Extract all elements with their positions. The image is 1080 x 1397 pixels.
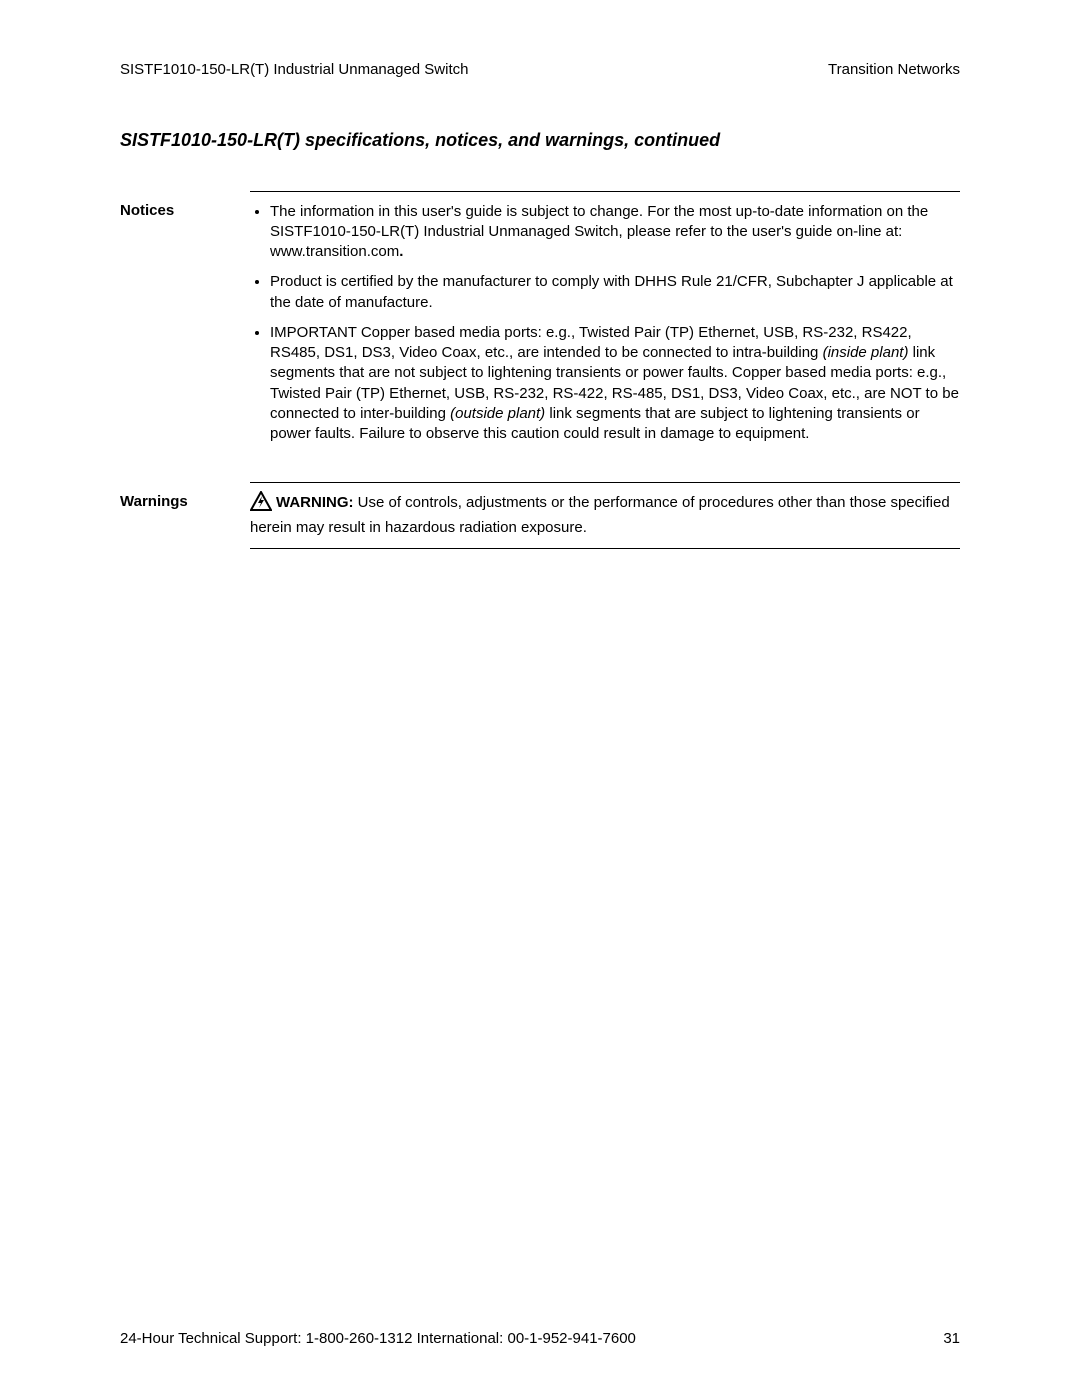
warnings-label: Warnings [120,482,250,512]
rule-top-notices [250,191,960,192]
notice-text: Product is certified by the manufacturer… [270,273,953,310]
notices-row: Notices The information in this user's g… [120,191,960,455]
warning-lead: WARNING: [276,494,354,511]
header-left: SISTF1010-150-LR(T) Industrial Unmanaged… [120,60,469,80]
page: SISTF1010-150-LR(T) Industrial Unmanaged… [0,0,1080,1397]
notice-item: Product is certified by the manufacturer… [270,272,960,313]
warnings-row: Warnings WARNING: Use of controls, adjus… [120,482,960,549]
warning-paragraph: WARNING: Use of controls, adjustments or… [250,483,960,548]
notice-text: The information in this user's guide is … [270,203,928,261]
notices-list: The information in this user's guide is … [250,202,960,445]
notice-italic: (outside plant) [450,405,545,422]
notice-text: IMPORTANT Copper based media ports: e.g.… [270,324,912,361]
notice-item: The information in this user's guide is … [270,202,960,263]
notice-italic: (inside plant) [823,344,909,361]
notices-body: The information in this user's guide is … [250,191,960,455]
header-right: Transition Networks [828,60,960,80]
section-title: SISTF1010-150-LR(T) specifications, noti… [120,128,960,152]
notice-bold-dot: . [399,243,403,260]
notice-item: IMPORTANT Copper based media ports: e.g.… [270,323,960,445]
page-footer: 24-Hour Technical Support: 1-800-260-131… [120,1329,960,1349]
footer-left: 24-Hour Technical Support: 1-800-260-131… [120,1329,636,1349]
warning-icon [250,491,272,517]
spacer [120,454,960,482]
warning-text: Use of controls, adjustments or the perf… [250,494,950,535]
warnings-body: WARNING: Use of controls, adjustments or… [250,482,960,549]
rule-bottom-warnings [250,548,960,549]
notices-label: Notices [120,191,250,221]
footer-page-number: 31 [943,1329,960,1349]
page-header: SISTF1010-150-LR(T) Industrial Unmanaged… [120,60,960,80]
